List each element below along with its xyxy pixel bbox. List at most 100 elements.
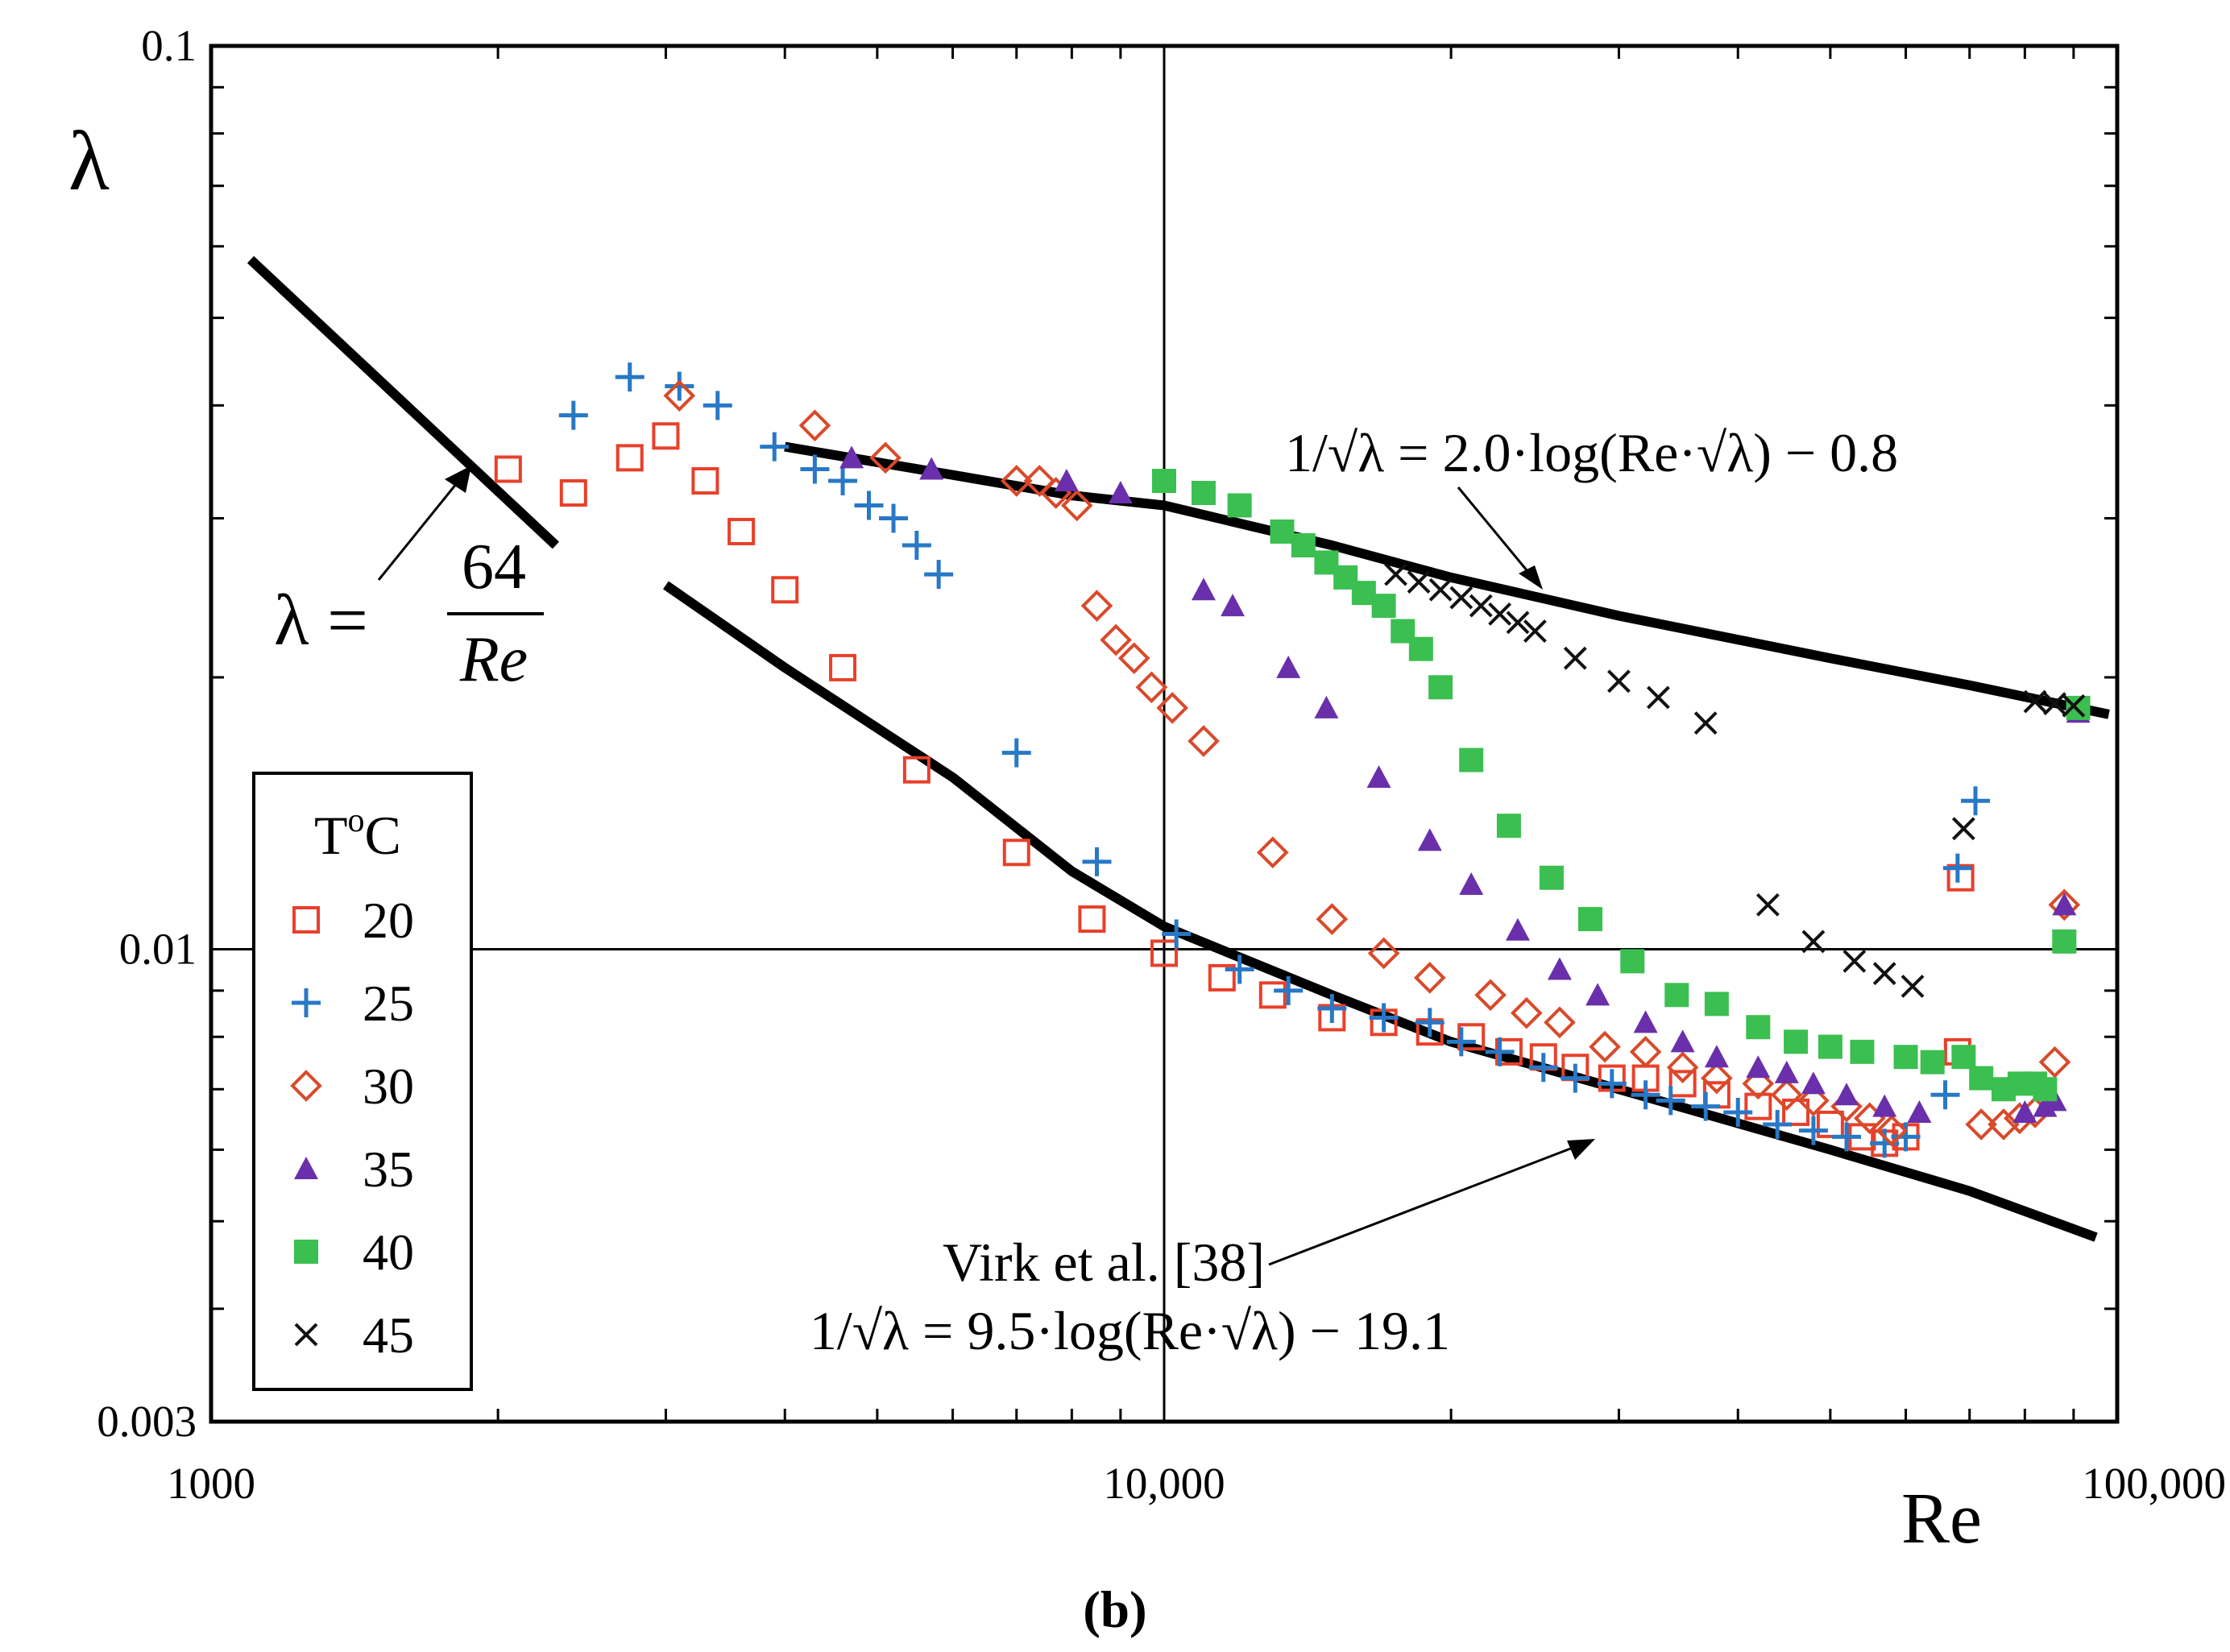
legend-items: 20 25 30 35 40 45 (290, 892, 414, 1364)
data-point-20 (1816, 1110, 1844, 1138)
data-point-30 (1701, 1062, 1733, 1095)
data-point-20 (1002, 838, 1030, 867)
data-point-45 (1755, 892, 1780, 917)
y-tick-labels: 0.1 0.01 0.003 (97, 21, 197, 1446)
data-point-35 (2012, 1099, 2037, 1123)
data-point-45 (1872, 962, 1896, 986)
data-point-30 (1413, 962, 1446, 994)
x-tick-label: 1000 (167, 1459, 255, 1508)
data-point-45 (1469, 594, 1493, 618)
data-point-40 (1784, 1029, 1809, 1054)
legend-marker-20 (292, 906, 320, 934)
data-point-30 (1188, 725, 1220, 757)
legend: ToC 20 25 30 35 40 45 (252, 772, 473, 1391)
x-tick-label: 10,000 (1103, 1459, 1225, 1508)
data-point-25 (1691, 1091, 1721, 1121)
data-point-45 (1384, 562, 1407, 586)
data-point-40 (1227, 493, 1252, 518)
data-point-35 (1872, 1094, 1897, 1117)
data-point-40 (1704, 992, 1729, 1016)
data-point-25 (1597, 1069, 1627, 1099)
virk-annotation-line1: Virk et al. [38] (943, 1232, 1265, 1293)
legend-label-40: 40 (363, 1223, 414, 1281)
legend-label-25: 25 (363, 975, 414, 1032)
series-35 (839, 445, 2091, 1123)
data-point-25 (1485, 1037, 1515, 1066)
data-point-35 (1108, 481, 1133, 504)
data-point-45 (2062, 694, 2086, 718)
data-point-35 (919, 457, 944, 480)
data-point-35 (1547, 957, 1572, 980)
data-point-30 (1000, 465, 1033, 497)
data-point-40 (1291, 533, 1316, 558)
data-point-35 (1746, 1055, 1771, 1079)
laminar-annotation-prefix: λ = (274, 581, 368, 660)
data-point-30 (1965, 1108, 1998, 1141)
data-point-30 (1100, 623, 1132, 656)
data-point-35 (1834, 1083, 1859, 1106)
data-point-40 (1270, 519, 1295, 544)
reference-lines (211, 46, 2117, 1422)
data-point-30 (1474, 979, 1507, 1012)
data-point-35 (1585, 983, 1610, 1006)
legend-title-unit: C (365, 805, 401, 866)
data-point-30 (663, 379, 696, 412)
data-point-30 (1256, 836, 1289, 869)
data-point-25 (1528, 1053, 1558, 1083)
data-point-45 (1607, 669, 1631, 694)
data-point-20 (1078, 905, 1106, 934)
data-point-45 (1428, 578, 1453, 602)
data-point-25 (924, 560, 954, 590)
data-point-30 (1510, 996, 1543, 1029)
data-point-45 (1900, 975, 1925, 998)
data-point-20 (559, 479, 587, 507)
data-point-30 (2038, 1045, 2071, 1079)
y-axis-label: λ (68, 114, 110, 208)
data-point-30 (1080, 590, 1113, 622)
legend-label-35: 35 (363, 1141, 414, 1198)
data-point-30 (1988, 1108, 2020, 1141)
data-point-25 (1631, 1080, 1660, 1110)
data-point-25 (828, 466, 858, 496)
data-point-35 (1417, 828, 1442, 851)
data-point-30 (869, 441, 902, 474)
data-point-25 (760, 432, 790, 462)
data-point-30 (1023, 465, 1056, 497)
x-tick-labels: 1000 10,000 100,000 (167, 1459, 2226, 1508)
legend-box (252, 772, 473, 1391)
x-tick-label: 100,000 (2082, 1459, 2226, 1508)
data-point-25 (1656, 1086, 1685, 1116)
data-point-35 (1276, 655, 1301, 678)
data-point-45 (2043, 692, 2066, 716)
data-point-45 (1449, 586, 1474, 610)
data-point-45 (1523, 619, 1547, 643)
data-point-40 (1459, 747, 1484, 772)
data-point-25 (615, 362, 645, 392)
data-point-35 (1774, 1060, 1799, 1083)
data-point-20 (1744, 1092, 1772, 1120)
data-point-20 (771, 576, 799, 604)
data-point-25 (1415, 1008, 1445, 1037)
data-point-20 (1946, 863, 1975, 892)
data-point-25 (1832, 1122, 1862, 1152)
data-point-35 (2033, 1094, 2058, 1117)
data-point-25 (879, 503, 909, 533)
data-point-30 (1666, 1051, 1699, 1084)
data-point-25 (1274, 975, 1304, 1005)
data-point-40 (1969, 1066, 1994, 1091)
data-point-20 (1208, 963, 1236, 992)
data-point-40 (1664, 983, 1689, 1008)
data-point-40 (1408, 636, 1433, 661)
data-point-40 (1428, 675, 1453, 700)
data-point-25 (1561, 1063, 1590, 1093)
legend-title: ToC (314, 802, 401, 866)
data-point-30 (1135, 671, 1168, 704)
legend-marker-40 (294, 1240, 318, 1264)
data-point-40 (1951, 1045, 1976, 1070)
prandtl-annotation-arrowhead (1519, 565, 1543, 590)
laminar-curve (247, 255, 560, 549)
data-point-25 (1942, 853, 1972, 883)
virk-annotation-arrowhead (1567, 1139, 1595, 1160)
legend-title-sup: o (348, 802, 365, 839)
data-point-45 (1488, 602, 1512, 626)
